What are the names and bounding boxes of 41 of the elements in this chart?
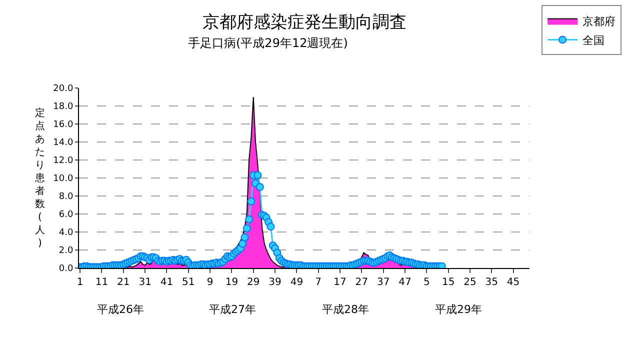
x-tick-label: 5 — [423, 277, 430, 288]
x-tick-label: 31 — [138, 277, 152, 288]
y-tick-label: 16.0 — [53, 120, 74, 130]
x-tick-label: 15 — [442, 277, 455, 288]
x-tick-label: 27 — [355, 277, 368, 288]
x-tick-label: 47 — [398, 277, 412, 288]
y-tick-label: 6.0 — [58, 210, 74, 220]
y-tick-label: 4.0 — [58, 228, 74, 238]
y-tick-label: 20.0 — [53, 84, 74, 94]
y-tick-label: 12.0 — [53, 156, 74, 166]
x-tick-label: 41 — [160, 277, 174, 288]
x-tick-label: 35 — [485, 277, 498, 288]
x-tick-label: 21 — [117, 277, 130, 288]
y-tick-label: 18.0 — [53, 102, 74, 112]
y-tick-label: 0.0 — [58, 264, 74, 274]
chart-subtitle: 手足口病(平成29年12週現在) — [188, 36, 348, 50]
text: 平成26年 — [97, 303, 144, 316]
x-tick-label: 19 — [225, 277, 238, 288]
legend-label: 京都府 — [582, 14, 616, 28]
x-tick-label: 1 — [76, 277, 84, 288]
chart-title: 京都府感染症発生動向調査 — [202, 12, 406, 33]
y-tick-label: 14.0 — [53, 138, 74, 148]
x-tick-label: 25 — [464, 277, 476, 288]
y-tick-label: 10.0 — [53, 174, 74, 184]
x-tick-label: 17 — [334, 277, 346, 288]
y-tick-label: 2.0 — [58, 246, 74, 256]
x-tick-label: 49 — [290, 277, 304, 288]
x-tick-label: 45 — [506, 277, 520, 288]
x-tick-label: 37 — [376, 277, 390, 288]
x-tick-label: 39 — [268, 277, 282, 288]
x-tick-label: 7 — [315, 277, 322, 288]
x-tick-label: 11 — [95, 277, 108, 288]
y-tick-label: 8.0 — [58, 192, 74, 202]
x-tick-label: 9 — [206, 277, 214, 288]
legend-label: 全国 — [582, 34, 605, 47]
text: 定点あたり患者数(人) — [35, 108, 45, 249]
x-tick-label: 51 — [182, 277, 195, 288]
text: 平成28年 — [322, 303, 369, 316]
x-tick-label: 29 — [247, 277, 260, 288]
text: 平成29年 — [435, 303, 482, 316]
text: 平成27年 — [209, 303, 256, 316]
